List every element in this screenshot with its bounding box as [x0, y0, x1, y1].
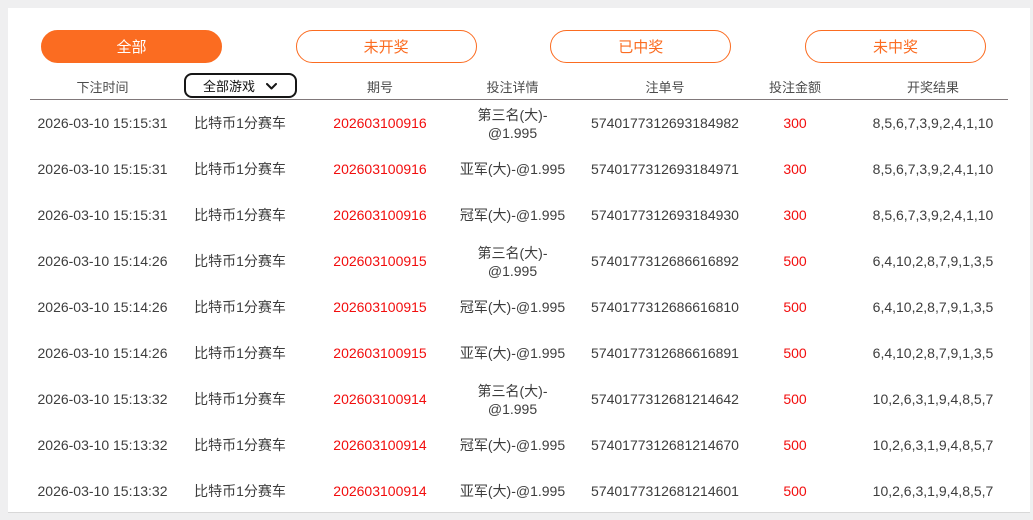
order-no-cell: 5740177312693184982	[591, 115, 739, 131]
period-cell: 202603100914	[333, 391, 427, 407]
bet-detail-cell: 第三名(大)-@1.995	[477, 245, 548, 279]
draw-result-cell: 6,4,10,2,8,7,9,1,3,5	[872, 345, 994, 361]
order-no-cell: 5740177312686616892	[591, 253, 739, 269]
game-name-cell: 比特币1分赛车	[194, 115, 286, 131]
bet-amount-cell: 300	[783, 115, 807, 131]
bet-time-cell: 2026-03-10 15:14:26	[37, 299, 168, 315]
bet-amount-cell: 500	[783, 437, 807, 453]
order-no-cell: 5740177312681214670	[591, 437, 739, 453]
bet-detail-cell: 冠军(大)-@1.995	[459, 207, 566, 223]
draw-result-cell: 6,4,10,2,8,7,9,1,3,5	[872, 253, 994, 269]
table-header-row: 下注时间 全部游戏 期号 投注详情 注单号 投注金额 开奖结果	[30, 72, 1008, 100]
bet-amount-cell: 300	[783, 207, 807, 223]
table-row: 2026-03-10 15:13:32 比特币1分赛车 202603100914…	[30, 422, 1008, 468]
period-cell: 202603100916	[333, 207, 427, 223]
bet-amount-cell: 500	[783, 483, 807, 499]
bet-amount-cell: 500	[783, 253, 807, 269]
game-name-cell: 比特币1分赛车	[194, 161, 286, 177]
order-no-cell: 5740177312693184971	[591, 161, 739, 177]
bet-time-cell: 2026-03-10 15:13:32	[37, 437, 168, 453]
bet-amount-cell: 300	[783, 161, 807, 177]
bet-time-cell: 2026-03-10 15:14:26	[37, 253, 168, 269]
draw-result-cell: 10,2,6,3,1,9,4,8,5,7	[872, 391, 994, 407]
order-no-cell: 5740177312693184930	[591, 207, 739, 223]
period-cell: 202603100915	[333, 345, 427, 361]
header-period: 期号	[366, 79, 393, 95]
bet-table-body: 2026-03-10 15:15:31 比特币1分赛车 202603100916…	[30, 100, 1008, 514]
bet-detail-cell: 冠军(大)-@1.995	[459, 299, 566, 315]
draw-result-cell: 10,2,6,3,1,9,4,8,5,7	[872, 437, 994, 453]
draw-result-cell: 6,4,10,2,8,7,9,1,3,5	[872, 299, 994, 315]
header-draw-result: 开奖结果	[906, 79, 959, 95]
draw-result-cell: 8,5,6,7,3,9,2,4,1,10	[872, 207, 994, 223]
bet-amount-cell: 500	[783, 299, 807, 315]
filter-tabs: 全部 未开奖 已中奖 未中奖	[8, 8, 1030, 63]
header-game-column: 全部游戏	[175, 72, 305, 99]
filter-pending-button[interactable]: 未开奖	[295, 30, 477, 63]
period-cell: 202603100914	[333, 483, 427, 499]
table-row: 2026-03-10 15:15:31 比特币1分赛车 202603100916…	[30, 146, 1008, 192]
bet-time-cell: 2026-03-10 15:14:26	[37, 345, 168, 361]
bet-detail-cell: 第三名(大)-@1.995	[477, 107, 548, 141]
header-order-no: 注单号	[645, 79, 685, 95]
bet-time-cell: 2026-03-10 15:15:31	[37, 161, 168, 177]
table-row: 2026-03-10 15:13:32 比特币1分赛车 202603100914…	[30, 376, 1008, 422]
bet-detail-cell: 冠军(大)-@1.995	[459, 437, 566, 453]
order-no-cell: 5740177312686616891	[591, 345, 739, 361]
filter-all-button[interactable]: 全部	[41, 30, 222, 63]
header-bet-amount: 投注金额	[768, 79, 821, 95]
order-no-cell: 5740177312686616810	[591, 299, 739, 315]
order-no-cell: 5740177312681214642	[591, 391, 739, 407]
game-name-cell: 比特币1分赛车	[194, 207, 286, 223]
bet-records-panel: 全部 未开奖 已中奖 未中奖 下注时间 全部游戏 期号 投注详情 注单号 投注金…	[8, 8, 1030, 513]
table-row: 2026-03-10 15:15:31 比特币1分赛车 202603100916…	[30, 100, 1008, 146]
draw-result-cell: 10,2,6,3,1,9,4,8,5,7	[872, 483, 994, 499]
chevron-down-icon	[266, 82, 277, 90]
table-row: 2026-03-10 15:15:31 比特币1分赛车 202603100916…	[30, 192, 1008, 238]
bet-amount-cell: 500	[783, 345, 807, 361]
table-row: 2026-03-10 15:14:26 比特币1分赛车 202603100915…	[30, 330, 1008, 376]
header-bet-detail: 投注详情	[486, 79, 539, 95]
bet-detail-cell: 亚军(大)-@1.995	[459, 161, 566, 177]
bet-time-cell: 2026-03-10 15:15:31	[37, 207, 168, 223]
game-name-cell: 比特币1分赛车	[194, 345, 286, 361]
bet-detail-cell: 亚军(大)-@1.995	[459, 345, 566, 361]
game-filter-select[interactable]: 全部游戏	[183, 72, 297, 98]
bet-time-cell: 2026-03-10 15:13:32	[37, 483, 168, 499]
bet-time-cell: 2026-03-10 15:15:31	[37, 115, 168, 131]
period-cell: 202603100916	[333, 115, 427, 131]
game-name-cell: 比特币1分赛车	[194, 299, 286, 315]
draw-result-cell: 8,5,6,7,3,9,2,4,1,10	[872, 115, 994, 131]
game-name-cell: 比特币1分赛车	[194, 437, 286, 453]
header-bet-time: 下注时间	[76, 79, 129, 95]
game-name-cell: 比特币1分赛车	[194, 483, 286, 499]
table-row: 2026-03-10 15:14:26 比特币1分赛车 202603100915…	[30, 238, 1008, 284]
game-name-cell: 比特币1分赛车	[194, 253, 286, 269]
game-filter-value: 全部游戏	[202, 78, 255, 94]
bet-detail-cell: 第三名(大)-@1.995	[477, 383, 548, 417]
bet-time-cell: 2026-03-10 15:13:32	[37, 391, 168, 407]
filter-won-button[interactable]: 已中奖	[550, 30, 732, 63]
period-cell: 202603100915	[333, 253, 427, 269]
table-row: 2026-03-10 15:14:26 比特币1分赛车 202603100915…	[30, 284, 1008, 330]
filter-lost-button[interactable]: 未中奖	[804, 30, 986, 63]
bet-amount-cell: 500	[783, 391, 807, 407]
table-row: 2026-03-10 15:13:32 比特币1分赛车 202603100914…	[30, 468, 1008, 514]
game-name-cell: 比特币1分赛车	[194, 391, 286, 407]
period-cell: 202603100914	[333, 437, 427, 453]
bet-detail-cell: 亚军(大)-@1.995	[459, 483, 566, 499]
period-cell: 202603100915	[333, 299, 427, 315]
draw-result-cell: 8,5,6,7,3,9,2,4,1,10	[872, 161, 994, 177]
period-cell: 202603100916	[333, 161, 427, 177]
order-no-cell: 5740177312681214601	[591, 483, 739, 499]
